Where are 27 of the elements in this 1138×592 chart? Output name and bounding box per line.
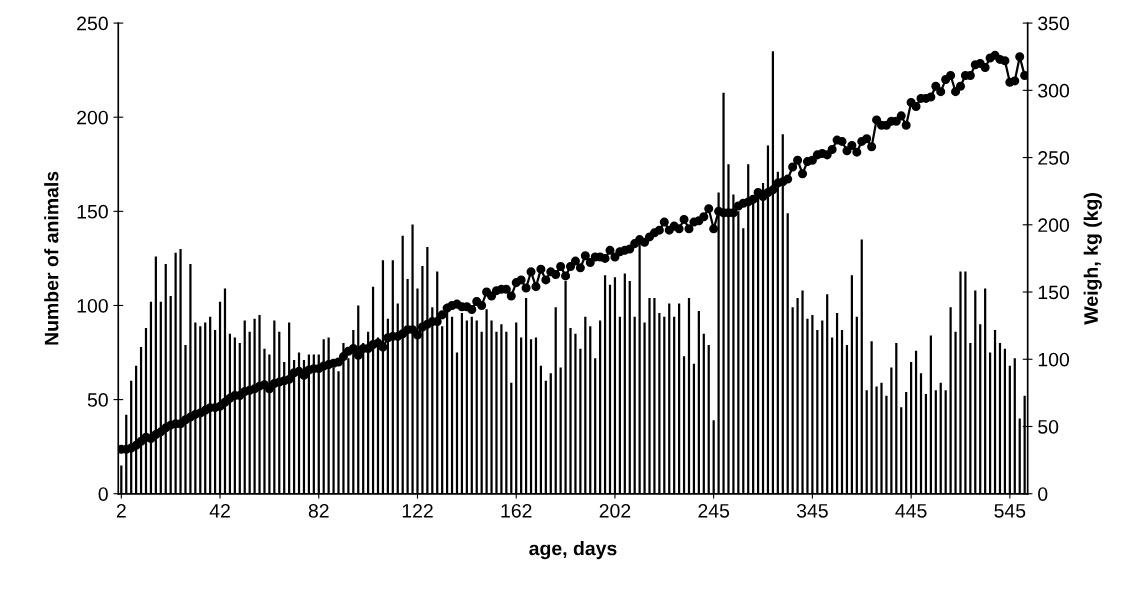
y-tick-label: 200 <box>77 110 108 125</box>
y-axis-title: Number of animals <box>44 171 59 345</box>
x-tick-label: 2 <box>116 503 126 518</box>
y-tick-label: 50 <box>87 393 108 407</box>
x-tick-label: 162 <box>501 503 532 518</box>
y2-tick-label: 150 <box>1038 285 1070 300</box>
y2-tick-label: 100 <box>1038 352 1070 367</box>
x-tick-label: 445 <box>895 504 927 518</box>
x-tick-label: 122 <box>402 503 433 518</box>
y2-tick-label: 200 <box>1038 218 1070 233</box>
x-axis-title: age, days <box>529 541 617 560</box>
x-tick-label: 345 <box>796 503 828 518</box>
y2-tick-label: 350 <box>1038 16 1070 31</box>
y-tick-label: 150 <box>77 204 108 219</box>
y2-tick-label: 0 <box>1038 487 1048 501</box>
y-tick-label: 250 <box>77 16 108 31</box>
x-tick-label: 82 <box>308 503 329 518</box>
x-tick-label: 545 <box>994 504 1026 518</box>
y-tick-label: 0 <box>98 487 108 501</box>
x-tick-label: 245 <box>698 503 730 518</box>
y2-axis-title: Weigh, kg (kg) <box>1083 193 1102 325</box>
y2-tick-label: 300 <box>1038 83 1070 98</box>
y2-tick-label: 50 <box>1038 419 1059 434</box>
x-tick-label: 42 <box>209 503 230 518</box>
x-tick-label: 202 <box>599 503 631 518</box>
y2-tick-label: 250 <box>1038 151 1070 165</box>
y-tick-label: 100 <box>77 298 108 313</box>
